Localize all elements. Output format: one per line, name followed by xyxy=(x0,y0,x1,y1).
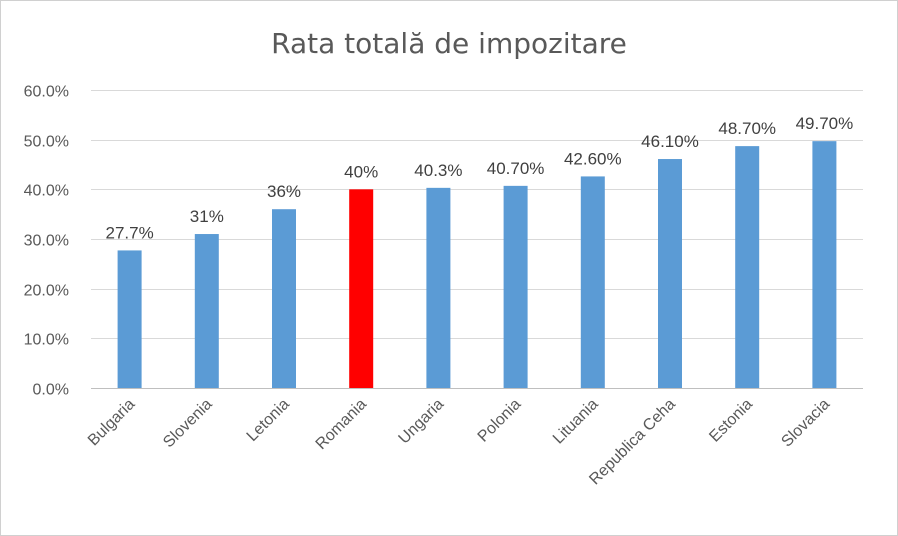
bar xyxy=(812,141,837,388)
y-tick-label: 20.0% xyxy=(24,283,69,300)
data-label: 27.7% xyxy=(105,223,153,242)
data-label: 49.70% xyxy=(796,114,854,133)
data-label: 40% xyxy=(344,162,378,181)
category-label: Romania xyxy=(313,396,370,453)
y-tick-label: 50.0% xyxy=(24,134,69,151)
category-label: Bulgaria xyxy=(85,396,139,450)
data-label: 40.3% xyxy=(414,161,462,180)
data-label: 40.70% xyxy=(487,159,545,178)
y-tick-label: 0.0% xyxy=(33,382,69,399)
bar xyxy=(580,176,605,388)
data-label: 42.60% xyxy=(564,149,622,168)
bar xyxy=(349,189,374,388)
x-axis: Bulgaria Slovenia Letonia Romania Ungaria Pol… xyxy=(85,396,833,489)
bar xyxy=(272,209,296,388)
bar xyxy=(117,250,142,388)
data-label: 36% xyxy=(267,182,301,201)
bar xyxy=(503,185,528,388)
bars xyxy=(117,141,837,388)
bar xyxy=(658,159,682,388)
y-tick-label: 30.0% xyxy=(24,233,69,250)
y-tick-label: 40.0% xyxy=(24,183,69,200)
bar xyxy=(194,234,219,388)
category-label: Polonia xyxy=(475,396,525,446)
y-tick-label: 60.0% xyxy=(24,84,69,101)
category-label: Republica Ceha xyxy=(586,396,679,489)
y-axis: 0.0% 10.0% 20.0% 30.0% 40.0% 50.0% 60.0% xyxy=(24,84,69,399)
category-label: Lituania xyxy=(550,396,602,448)
y-tick-label: 10.0% xyxy=(24,332,69,349)
bar xyxy=(735,146,760,388)
gridlines xyxy=(91,90,863,389)
bar xyxy=(426,187,451,388)
category-label: Slovacia xyxy=(778,396,833,451)
category-label: Slovenia xyxy=(160,396,215,451)
data-label: 48.70% xyxy=(718,119,776,138)
data-label: 46.10% xyxy=(641,132,699,151)
category-label: Ungaria xyxy=(396,396,448,448)
data-labels: 27.7% 31% 36% 40% 40.3% 40.70% 42.60% 46.10% 48.… xyxy=(105,114,853,242)
data-label: 31% xyxy=(190,207,224,226)
category-label: Estonia xyxy=(706,396,756,446)
chart-title: Rata totală de impozitare xyxy=(271,27,627,60)
category-label: Letonia xyxy=(244,396,293,445)
